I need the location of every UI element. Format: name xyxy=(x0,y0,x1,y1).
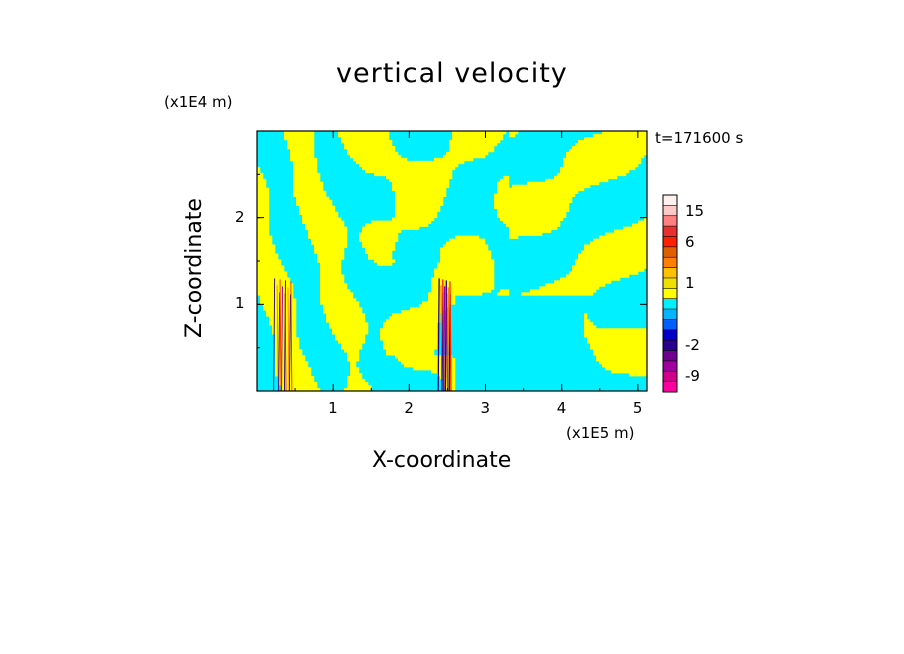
colorbar-segment xyxy=(663,257,677,268)
colorbar-segment xyxy=(663,195,677,206)
colorbar-segment xyxy=(663,277,677,289)
colorbar-segment xyxy=(663,215,677,227)
wave-packet-streak xyxy=(287,287,290,391)
x-tick-label: 1 xyxy=(328,399,338,417)
wave-packet-streak xyxy=(273,278,276,391)
positive-velocity-region xyxy=(257,131,647,391)
x-axis-multiplier: (x1E5 m) xyxy=(566,424,635,442)
colorbar-tick-label: 15 xyxy=(685,201,705,220)
wave-packet-streak xyxy=(449,281,452,391)
colorbar-segment xyxy=(663,340,677,351)
colorbar-segment xyxy=(663,350,677,362)
colorbar-segment xyxy=(663,205,677,216)
y-axis-multiplier: (x1E4 m) xyxy=(164,93,233,111)
wave-packet-streak xyxy=(276,285,279,391)
wave-packet-streak xyxy=(290,281,293,391)
colorbar-segment xyxy=(663,267,677,279)
x-axis-label: X-coordinate xyxy=(372,448,512,473)
colorbar-frame xyxy=(662,194,678,393)
colorbar-tick-label: -2 xyxy=(685,336,700,355)
colorbar-segment xyxy=(663,236,677,248)
colorbar-segment xyxy=(663,329,677,341)
colorbar-segment xyxy=(663,288,677,299)
colorbar-segment xyxy=(663,246,677,258)
colorbar-segment xyxy=(663,371,677,382)
wave-packet-streak xyxy=(279,279,282,391)
wave-packet-streak xyxy=(278,292,281,391)
y-tick-label: 1 xyxy=(235,294,245,313)
x-tick-label: 3 xyxy=(480,399,491,417)
wave-packet-streak xyxy=(442,286,446,391)
y-tick-label: 2 xyxy=(235,207,245,226)
time-label: t=171600 s xyxy=(655,129,744,147)
wave-packet-streak xyxy=(437,278,440,391)
left-wave-packet xyxy=(273,278,293,391)
colorbar-segment xyxy=(663,360,677,372)
wave-packet-streak xyxy=(284,280,286,391)
colorbar-segment xyxy=(663,319,677,330)
velocity-field xyxy=(257,131,647,391)
colorbar-tick-label: 6 xyxy=(685,232,695,251)
colorbar-segment xyxy=(663,381,677,393)
colorbar-tick-label: -9 xyxy=(685,367,700,386)
chart-title: vertical velocity xyxy=(336,58,568,89)
colorbar-tick-label: 1 xyxy=(685,274,695,293)
x-tick-label: 4 xyxy=(556,399,567,417)
colorbar-segment xyxy=(663,226,677,237)
colorbar-segment xyxy=(663,309,677,320)
wave-packet-streak xyxy=(289,294,291,391)
wave-packet-streak xyxy=(444,280,447,391)
x-tick-label: 5 xyxy=(632,399,643,417)
colorbar-segment xyxy=(663,298,677,310)
wave-packet-streak xyxy=(281,286,284,391)
central-wave-packet xyxy=(437,278,452,391)
x-tick-label: 2 xyxy=(404,399,414,417)
